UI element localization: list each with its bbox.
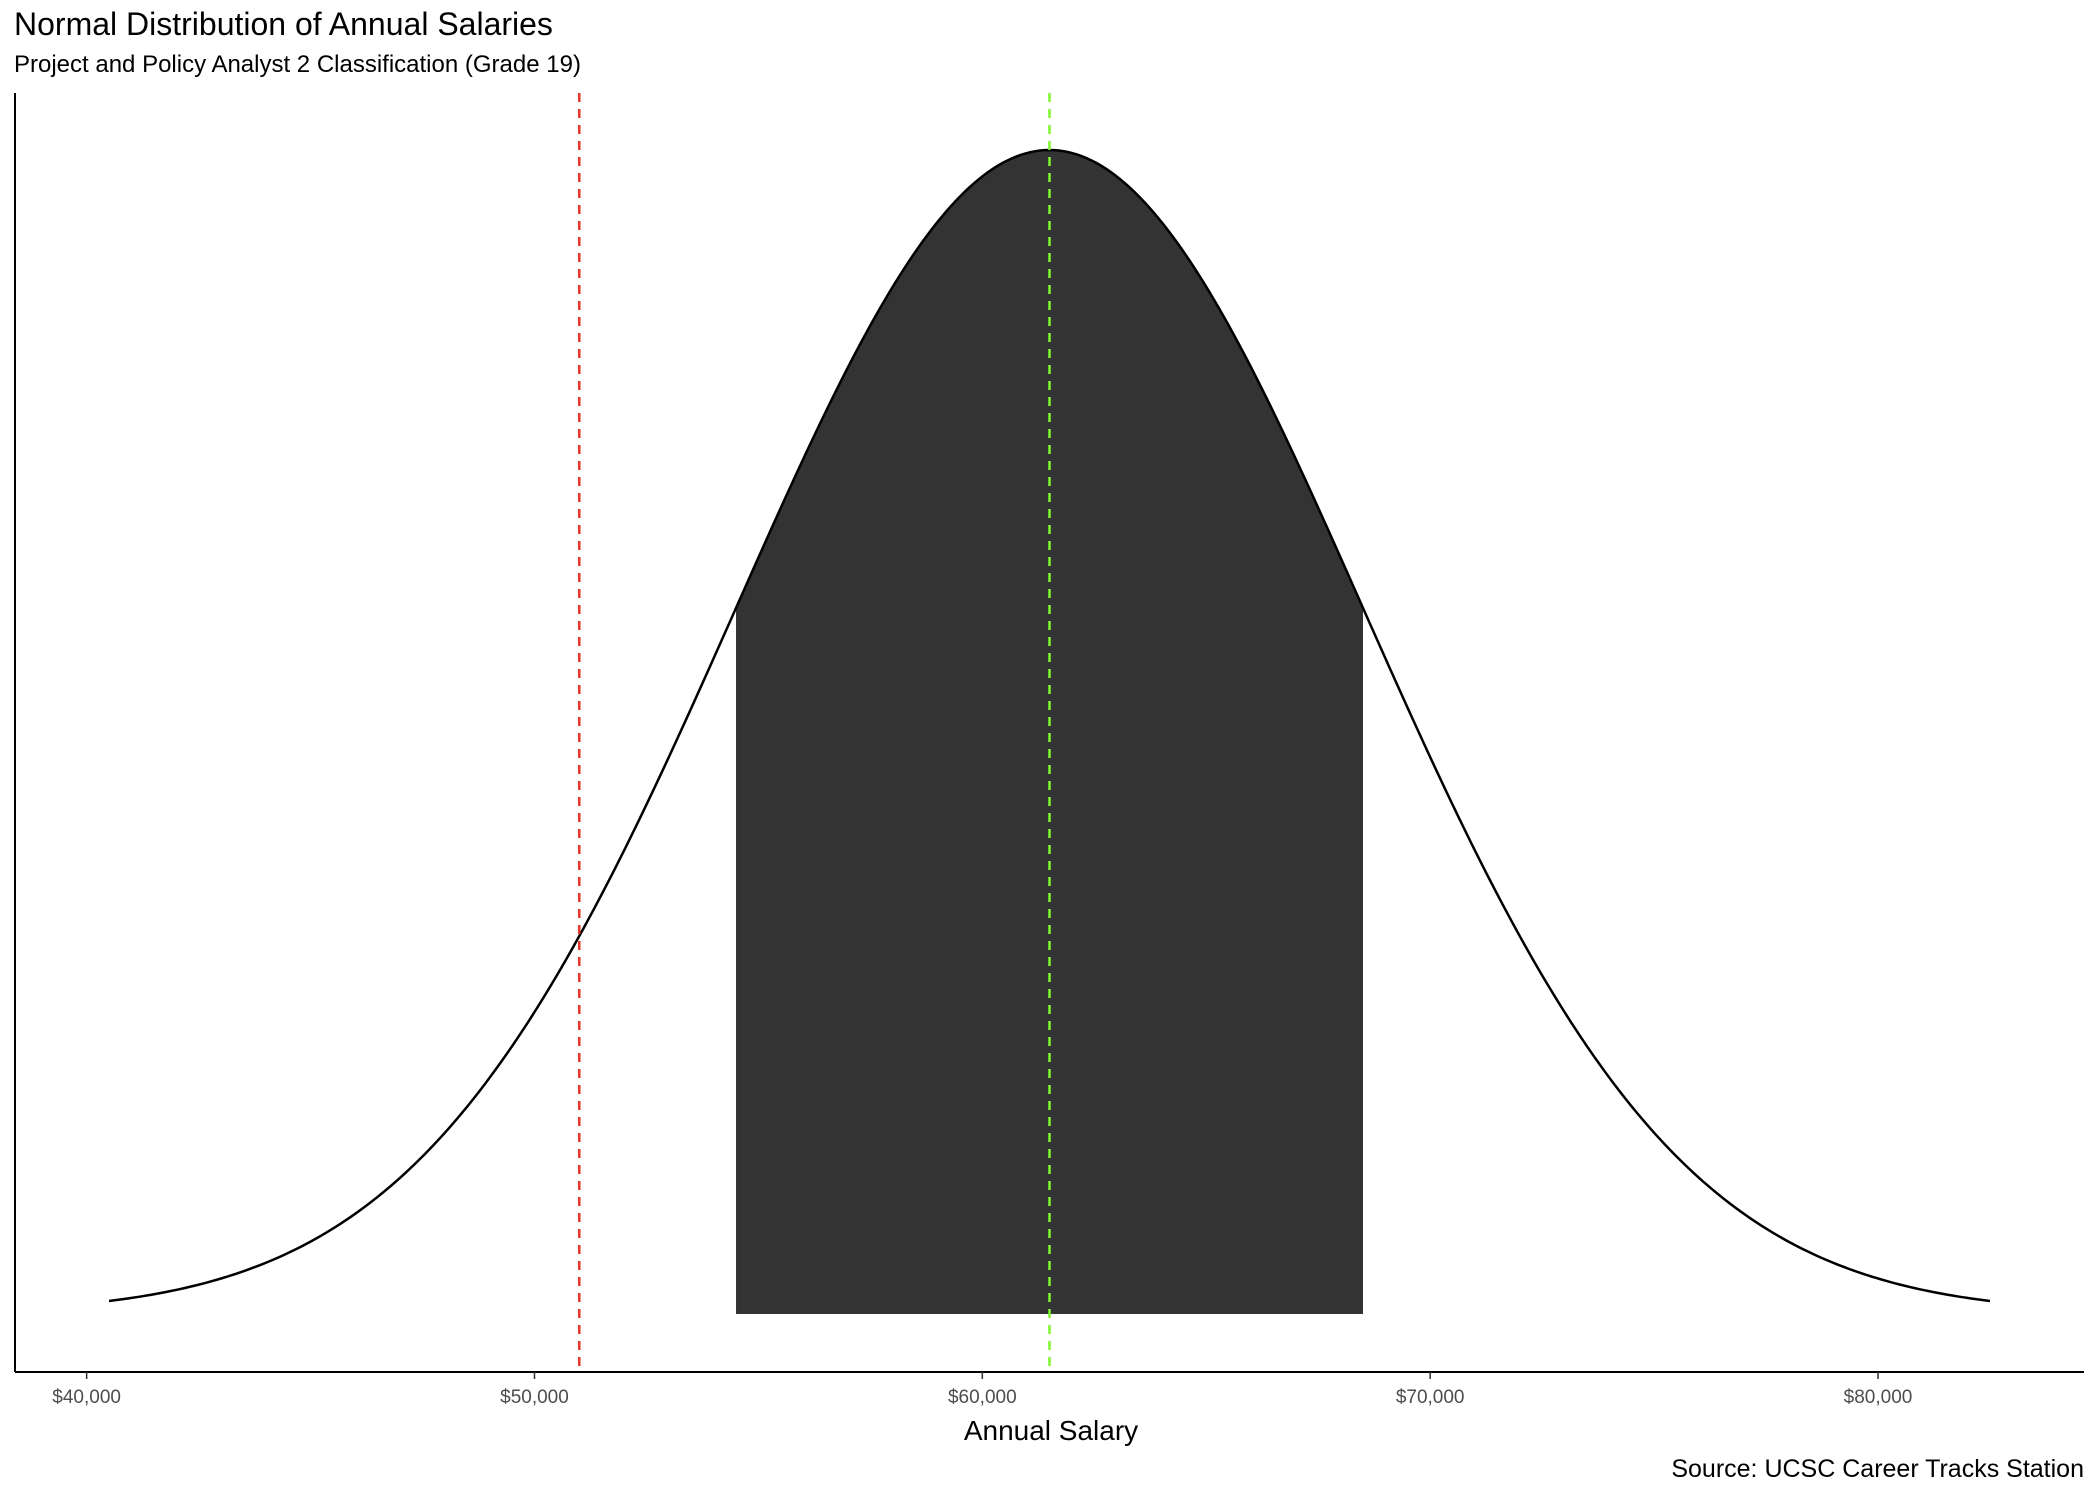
x-axis-label: Annual Salary <box>964 1415 1138 1446</box>
shaded-interval-area <box>736 150 1363 1314</box>
x-tick-label: $80,000 <box>1844 1387 1913 1408</box>
x-tick-label: $40,000 <box>52 1387 121 1408</box>
x-tick-label: $70,000 <box>1396 1387 1465 1408</box>
x-tick-label: $60,000 <box>948 1387 1017 1408</box>
x-axis-ticks: $40,000 $50,000 $60,000 $70,000 $80,000 <box>52 1372 1912 1408</box>
chart-subtitle: Project and Policy Analyst 2 Classificat… <box>14 51 581 78</box>
chart-title: Normal Distribution of Annual Salaries <box>14 6 553 42</box>
x-tick-label: $50,000 <box>500 1387 569 1408</box>
plot-area <box>108 93 1991 1372</box>
source-caption: Source: UCSC Career Tracks Station <box>1671 1455 2084 1483</box>
